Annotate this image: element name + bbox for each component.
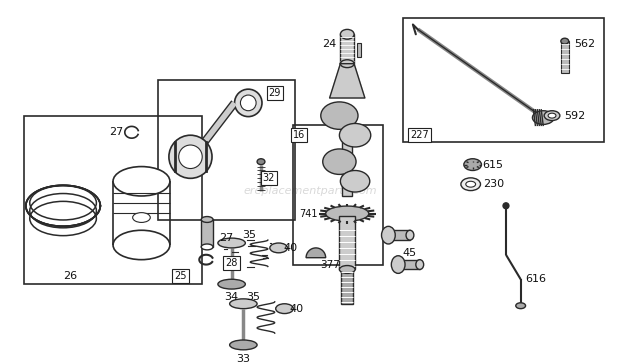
Ellipse shape: [381, 227, 395, 244]
Ellipse shape: [416, 260, 423, 269]
Circle shape: [169, 135, 212, 178]
Bar: [293, 126, 384, 265]
Bar: [357, 43, 361, 57]
Text: 562: 562: [574, 39, 595, 49]
Bar: [561, 41, 569, 73]
Polygon shape: [330, 64, 365, 98]
Bar: [388, 230, 410, 240]
Ellipse shape: [229, 299, 257, 309]
Ellipse shape: [516, 303, 526, 309]
Text: 741: 741: [299, 209, 317, 219]
Text: 227: 227: [410, 130, 429, 140]
Text: 34: 34: [224, 292, 239, 302]
Text: 27: 27: [109, 127, 123, 137]
Bar: [158, 80, 295, 220]
Text: 24: 24: [322, 39, 337, 49]
Bar: [342, 269, 353, 304]
Wedge shape: [306, 248, 326, 258]
Ellipse shape: [276, 304, 293, 314]
Ellipse shape: [461, 178, 480, 191]
Bar: [202, 220, 213, 247]
Ellipse shape: [257, 159, 265, 164]
Ellipse shape: [202, 217, 213, 223]
Bar: [398, 260, 420, 269]
Ellipse shape: [321, 102, 358, 129]
Ellipse shape: [391, 256, 405, 273]
Bar: [340, 34, 354, 64]
Circle shape: [179, 145, 202, 168]
Ellipse shape: [533, 111, 554, 125]
Text: 26: 26: [63, 271, 77, 281]
Text: 27: 27: [219, 233, 234, 243]
Text: 35: 35: [242, 230, 256, 240]
Ellipse shape: [561, 38, 569, 44]
Text: 25: 25: [174, 271, 187, 281]
Circle shape: [503, 203, 509, 209]
Bar: [339, 216, 355, 269]
Text: 28: 28: [226, 258, 238, 268]
Text: 230: 230: [483, 179, 504, 189]
Text: 40: 40: [289, 304, 303, 314]
Ellipse shape: [544, 111, 560, 121]
Ellipse shape: [548, 113, 556, 118]
Text: 615: 615: [483, 160, 503, 170]
Text: 45: 45: [403, 248, 417, 258]
Ellipse shape: [340, 29, 354, 39]
Ellipse shape: [464, 159, 482, 171]
Text: 40: 40: [283, 243, 298, 253]
Bar: [342, 118, 352, 196]
Text: 616: 616: [525, 274, 546, 284]
Text: 35: 35: [246, 292, 260, 302]
Ellipse shape: [340, 60, 354, 68]
Ellipse shape: [406, 230, 414, 240]
Bar: [24, 116, 202, 284]
Ellipse shape: [113, 167, 170, 196]
Ellipse shape: [133, 213, 150, 223]
Text: 29: 29: [268, 88, 281, 98]
Ellipse shape: [229, 340, 257, 350]
Ellipse shape: [218, 238, 246, 248]
Ellipse shape: [202, 244, 213, 250]
Ellipse shape: [339, 123, 371, 147]
Text: 32: 32: [263, 174, 275, 183]
Circle shape: [234, 89, 262, 117]
Ellipse shape: [340, 171, 370, 192]
Text: 16: 16: [293, 130, 305, 140]
Ellipse shape: [218, 279, 246, 289]
Bar: [403, 18, 604, 142]
Text: 377: 377: [320, 260, 340, 270]
Ellipse shape: [466, 181, 476, 187]
Ellipse shape: [323, 149, 356, 174]
Ellipse shape: [270, 243, 288, 253]
Circle shape: [241, 95, 256, 111]
Text: 33: 33: [236, 354, 250, 363]
Ellipse shape: [326, 206, 369, 221]
Ellipse shape: [339, 266, 355, 273]
Text: ereplacementparts.com: ereplacementparts.com: [243, 186, 377, 196]
Text: 592: 592: [564, 111, 585, 121]
